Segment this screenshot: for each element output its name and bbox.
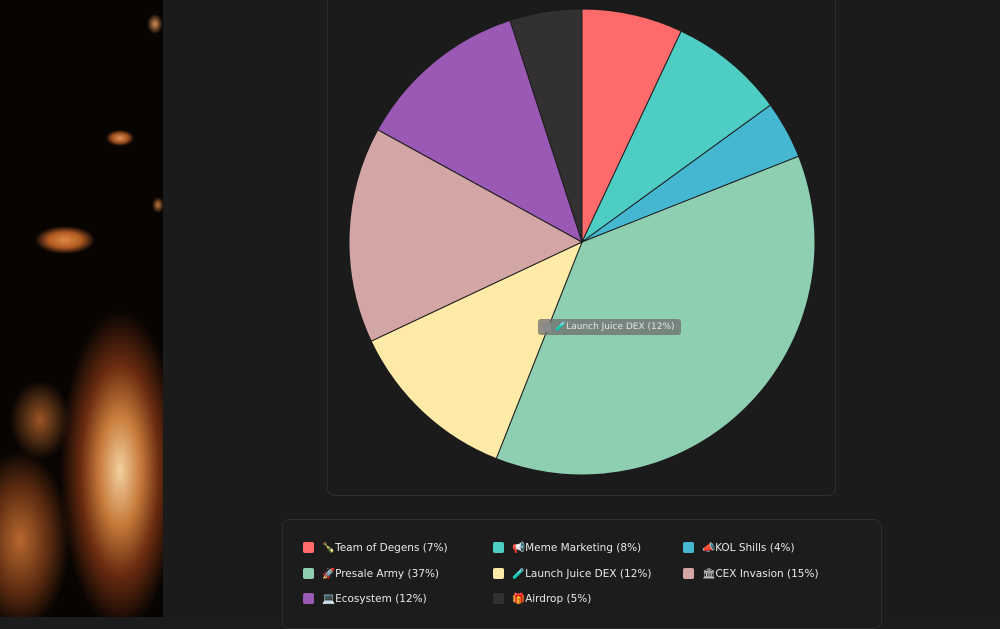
pie-chart	[348, 8, 816, 476]
legend-swatch	[683, 568, 694, 579]
tooltip-swatch	[542, 322, 551, 332]
legend-item-presale-army[interactable]: 🚀Presale Army (37%)	[303, 567, 439, 580]
legend-item-meme-marketing[interactable]: 📢Meme Marketing (8%)	[493, 541, 641, 554]
pie-slice-4[interactable]	[370, 241, 583, 460]
legend-swatch	[303, 593, 314, 604]
legend-item-launch-juice-dex[interactable]: 🧪Launch Juice DEX (12%)	[493, 567, 651, 580]
pie-slice-1[interactable]	[581, 30, 772, 243]
pie-slice-7[interactable]	[509, 8, 583, 243]
background-artwork	[0, 0, 163, 617]
legend-label: 🧪Launch Juice DEX (12%)	[512, 568, 652, 580]
legend-swatch	[493, 593, 504, 604]
legend-swatch	[303, 568, 314, 579]
legend-label: 🎁Airdrop (5%)	[512, 593, 592, 605]
legend-swatch	[493, 542, 504, 553]
pie-slice-5[interactable]	[348, 129, 584, 342]
legend-swatch	[303, 542, 314, 553]
legend-label: 🚀Presale Army (37%)	[322, 568, 440, 580]
legend-label: 💻Ecosystem (12%)	[322, 593, 427, 605]
legend-item-cex-invasion[interactable]: 🏛CEX Invasion (15%)	[683, 567, 819, 580]
legend: 🍾Team of Degens (7%) 📢Meme Marketing (8%…	[282, 519, 882, 629]
pie-slice-6[interactable]	[377, 19, 583, 244]
legend-item-airdrop[interactable]: 🎁Airdrop (5%)	[493, 592, 591, 605]
legend-label: 🍾Team of Degens (7%)	[322, 542, 448, 554]
legend-label: 📣KOL Shills (4%)	[702, 542, 795, 554]
legend-item-kol-shills[interactable]: 📣KOL Shills (4%)	[683, 541, 795, 554]
pie-slice-3[interactable]	[495, 155, 816, 476]
legend-swatch	[683, 542, 694, 553]
pie-slice-0[interactable]	[581, 8, 682, 243]
legend-item-team-of-degens[interactable]: 🍾Team of Degens (7%)	[303, 541, 448, 554]
chart-card	[327, 0, 836, 496]
legend-swatch	[493, 568, 504, 579]
tooltip-text: 🧪Launch Juice DEX (12%)	[555, 322, 675, 332]
chart-tooltip: 🧪Launch Juice DEX (12%)	[538, 319, 681, 335]
legend-label: 📢Meme Marketing (8%)	[512, 542, 642, 554]
legend-label: 🏛CEX Invasion (15%)	[702, 568, 819, 580]
legend-item-ecosystem[interactable]: 💻Ecosystem (12%)	[303, 592, 427, 605]
